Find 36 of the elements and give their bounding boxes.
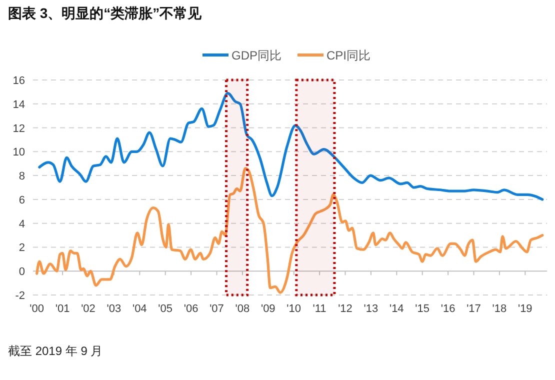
y-tick-label: 6	[18, 194, 25, 206]
x-tick-label: '00	[30, 303, 44, 315]
legend-label: CPI同比	[326, 48, 371, 62]
x-tick-label: '03	[106, 303, 122, 315]
y-tick-label: 16	[12, 75, 25, 87]
x-tick-label: '05	[158, 303, 173, 315]
line-series	[36, 167, 544, 294]
y-tick-label: 8	[18, 170, 25, 183]
y-tick-label: 4	[18, 218, 25, 230]
x-tick-label: '01	[55, 303, 70, 315]
x-tick-label: '06	[184, 303, 198, 315]
x-tick-label: '15	[415, 303, 430, 315]
x-tick-label: '13	[364, 303, 378, 315]
x-tick-label: '09	[260, 303, 276, 315]
x-tick-label: '11	[312, 303, 326, 315]
x-tick-label: '04	[132, 303, 147, 315]
y-tick-label: -2	[15, 290, 25, 302]
x-tick-label: '08	[235, 303, 250, 315]
line-series	[38, 92, 544, 201]
x-tick-label: '14	[389, 303, 404, 315]
text: 截至 2019 年 9 月	[8, 344, 103, 358]
x-tick-label: '02	[81, 303, 96, 315]
x-tick-label: '18	[492, 303, 507, 315]
x-tick-label: '10	[286, 303, 302, 315]
y-tick-label: 2	[18, 242, 25, 254]
x-tick-label: '19	[518, 303, 532, 315]
legend-label: GDP同比	[232, 48, 282, 62]
x-tick-label: '07	[210, 303, 224, 315]
y-tick-label: 0	[18, 266, 25, 278]
x-tick-label: '17	[466, 303, 481, 315]
chart-title: 图表 3、明显的“类滞胀”不常见	[8, 5, 203, 21]
x-tick-label: '16	[440, 303, 456, 315]
y-tick-label: 10	[12, 146, 25, 159]
y-tick-label: 14	[12, 98, 25, 111]
y-tick-label: 12	[12, 122, 25, 135]
x-tick-label: '12	[338, 303, 352, 315]
